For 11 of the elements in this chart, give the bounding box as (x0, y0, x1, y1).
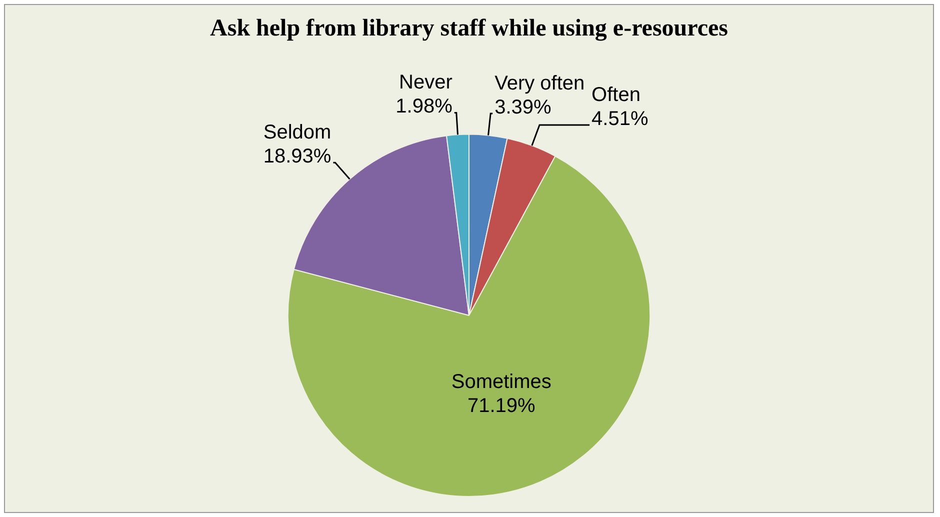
data-label: 18.93% (263, 146, 332, 168)
slice-label: Sometimes (451, 371, 552, 394)
slice-label: Often (592, 84, 640, 106)
data-label: 71.19% (467, 395, 536, 418)
slice-label: Never (399, 72, 453, 94)
data-label: 3.39% (494, 96, 552, 118)
slice-label: Very often (494, 72, 585, 94)
data-label: 1.98% (396, 96, 453, 118)
chart-title: Ask help from library staff while using e-resources (210, 16, 728, 42)
slice-label: Seldom (263, 122, 332, 144)
data-label: 4.51% (592, 108, 648, 130)
